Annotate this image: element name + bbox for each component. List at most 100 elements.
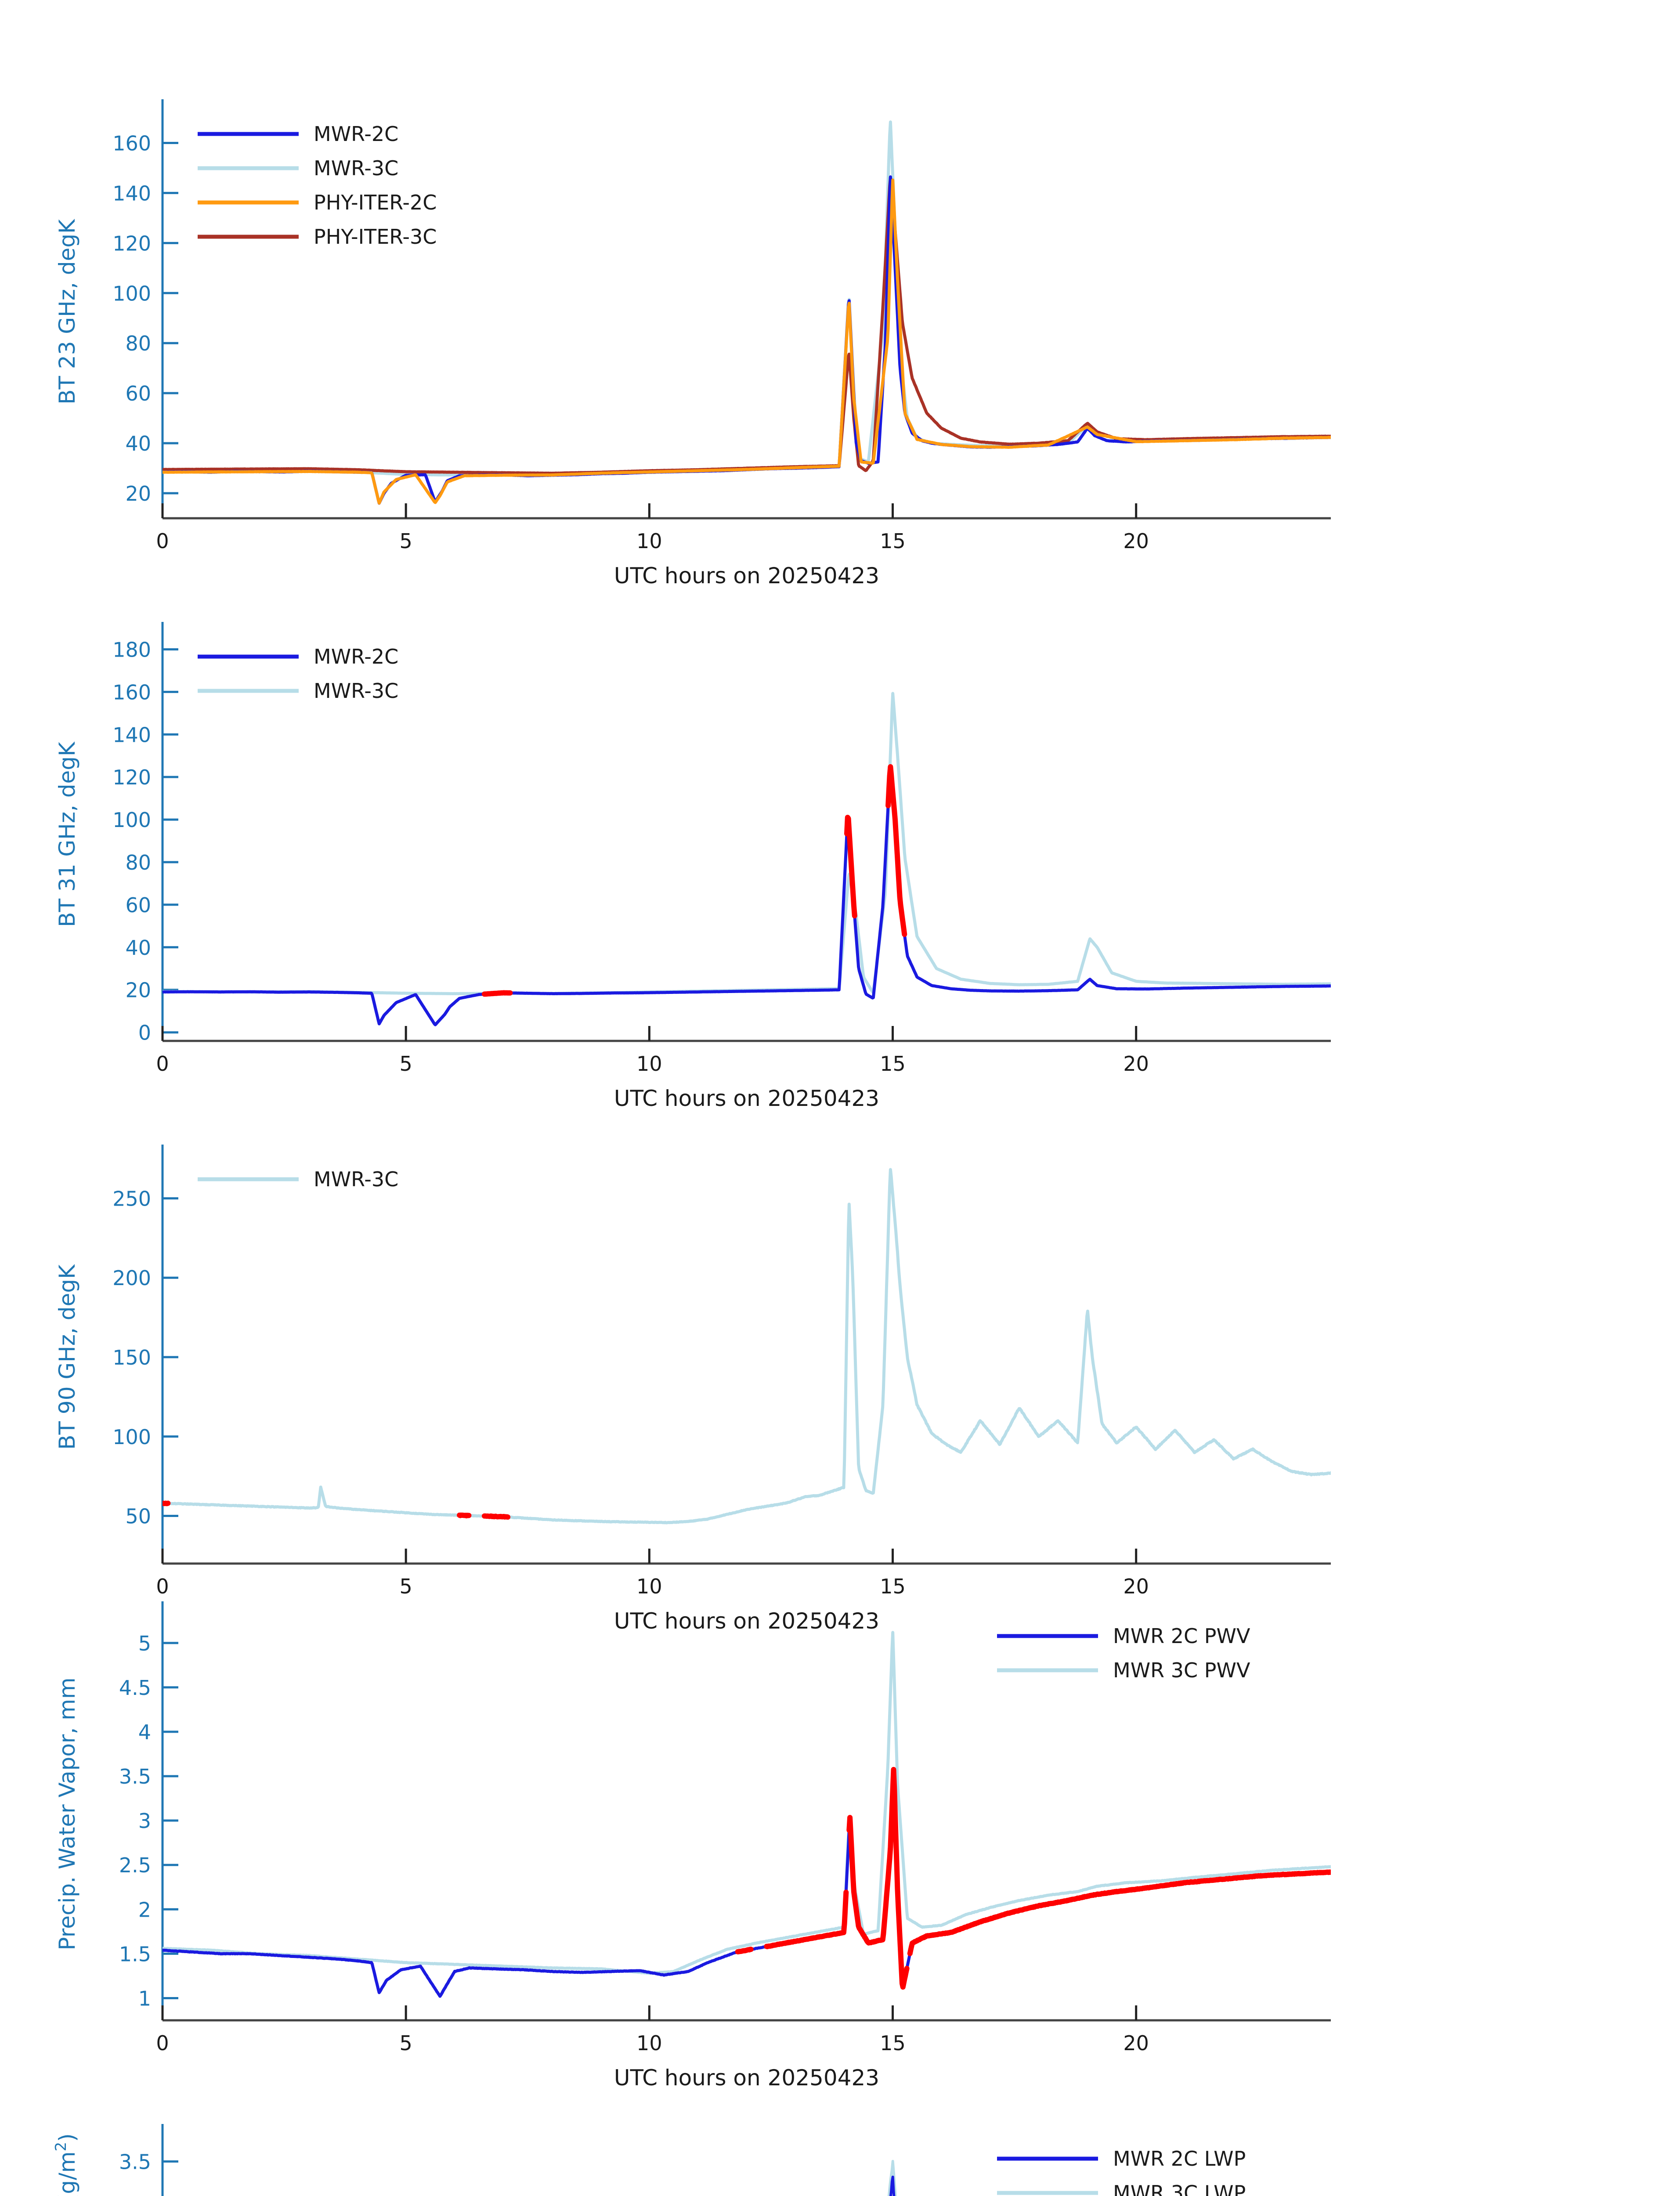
flagged-segment [846,1767,910,1990]
y-axis-title: BT 90 GHz, degK [54,1264,80,1450]
legend-precip-water-vapor: MWR 2C PWV MWR 3C PWV [997,1624,1250,1682]
y-tick-label: 100 [112,282,151,305]
legend-bt-23ghz: MWR-2C MWR-3C PHY-ITER-2C PHY-ITER-3C [198,122,437,249]
plot-area-bt-90ghz: 50 100 150 200 250 0 5 10 15 20 BT 90 GHz, degK UTC… [54,1145,1331,1634]
y-tick-label: 80 [125,851,151,874]
plot-area-log10-liquid-water-path: 00.511.522.533.505101520log10 Liquid Wat… [52,2124,1246,2196]
y-tick-label: 2 [138,1898,151,1922]
plot-area-bt-23ghz: 20 40 60 80 100 120 140 160 0 5 10 15 20 BT 23 GHz, d… [54,99,1331,589]
y-tick-label: 0 [138,1021,151,1045]
panel-log10-liquid-water-path: 00.511.522.533.505101520log10 Liquid Wat… [0,2104,1680,2196]
flagged-segment [885,764,907,937]
legend-label: MWR-2C [314,122,398,146]
x-tick-label: 5 [400,1052,412,1076]
y-tick-label: 4.5 [119,1676,151,1700]
series-line-phy-iter-2c [163,178,1331,505]
series-line-mwr-3c [163,1168,1331,1524]
series-group [163,1168,1331,1524]
legend-label: PHY-ITER-3C [314,225,437,249]
y-tick-label: 4 [138,1720,151,1744]
x-tick-label: 20 [1123,1575,1149,1598]
y-tick-label: 20 [125,482,151,506]
legend-label: MWR-2C [314,645,398,668]
y-tick-label: 60 [125,382,151,405]
series-line-mwr-3c [163,692,1331,995]
flagged-segment [163,1500,171,1506]
series-line-mwr-3c-pwv [163,1631,1331,1975]
x-axis-title: UTC hours on 20250423 [614,2065,879,2091]
panel-precip-water-vapor: 1 1.5 2 2.5 3 3.5 4 4.5 5 0 5 10 15 20 Precip. Water V… [0,1581,1680,2099]
x-tick-label: 20 [1123,1052,1149,1076]
legend-label: MWR-3C [314,156,398,180]
y-tick-label: 140 [112,723,151,747]
panel-bt-31ghz: 0 20 40 60 80 100 120 140 160 180 0 5 10 15 20 BT 31 GH… [0,602,1680,1120]
x-tick-label: 15 [880,1052,906,1076]
flagged-segment [844,815,857,919]
y-tick-label: 200 [112,1266,151,1290]
y-tick-label: 100 [112,808,151,832]
y-tick-label: 120 [112,766,151,789]
series-group [163,1631,1331,1998]
panel-bt-90ghz: 50 100 150 200 250 0 5 10 15 20 BT 90 GHz, degK UTC… [0,1124,1680,1643]
y-tick-label: 180 [112,638,151,661]
flagged-segment [481,990,513,997]
series-line-mwr-2c [163,765,1331,1026]
legend-label: MWR 2C LWP [1113,2147,1246,2171]
y-axis-title: BT 23 GHz, degK [54,219,80,405]
legend-label: MWR-3C [314,679,398,703]
legend-bt-90ghz: MWR-3C [198,1167,398,1191]
y-tick-label: 140 [112,181,151,205]
flagged-segment [907,1869,1331,1956]
y-tick-label: 1 [138,1987,151,2010]
series-line-mwr-2c-pwv [163,1768,1331,1998]
y-tick-label: 1.5 [119,1942,151,1966]
legend-label: PHY-ITER-2C [314,191,437,214]
x-axis-title: UTC hours on 20250423 [614,1608,879,1634]
y-tick-label: 20 [125,979,151,1002]
y-tick-label: 3.5 [119,2150,151,2174]
plot-area-bt-31ghz: 0 20 40 60 80 100 120 140 160 180 0 5 10 15 20 BT 31 GH… [54,622,1331,1111]
x-tick-label: 10 [636,1575,662,1598]
panel-bt-23ghz: 20 40 60 80 100 120 140 160 0 5 10 15 20 BT 23 GHz, d… [0,79,1680,597]
flagged-segment [735,1947,754,1954]
x-tick-label: 20 [1123,2031,1149,2055]
y-tick-label: 3.5 [119,1765,151,1788]
x-axis-title: UTC hours on 20250423 [614,563,879,589]
y-axis-title: BT 31 GHz, degK [54,741,80,927]
flagged-segment [764,1889,849,1950]
y-tick-label: 2.5 [119,1853,151,1877]
series-line-phy-iter-3c [163,176,1331,475]
y-tick-label: 120 [112,231,151,255]
x-tick-label: 5 [400,2031,412,2055]
series-group [163,692,1331,1026]
x-tick-label: 10 [636,529,662,553]
x-tick-label: 0 [156,2031,169,2055]
y-axis-title: log10 Liquid Water Path, log10(g/m2) [52,2133,80,2196]
y-tick-label: 3 [138,1809,151,1833]
y-tick-label: 160 [112,131,151,155]
x-tick-label: 10 [636,1052,662,1076]
y-tick-label: 60 [125,893,151,917]
legend-label: MWR-3C [314,1167,398,1191]
y-axis-title: Precip. Water Vapor, mm [54,1677,80,1950]
y-tick-label: 50 [125,1505,151,1528]
x-tick-label: 20 [1123,529,1149,553]
y-tick-label: 160 [112,680,151,704]
y-tick-label: 5 [138,1632,151,1655]
flagged-segment [457,1512,472,1519]
legend-label: MWR 2C PWV [1113,1624,1250,1648]
flagged-segment [481,1513,511,1520]
y-tick-label: 250 [112,1187,151,1210]
legend-log10-liquid-water-path: MWR 2C LWP MWR 3C LWP [997,2147,1246,2196]
x-axis-title: UTC hours on 20250423 [614,1086,879,1111]
x-tick-label: 15 [880,529,906,553]
y-tick-label: 40 [125,936,151,960]
x-tick-label: 5 [400,529,412,553]
x-tick-label: 0 [156,1052,169,1076]
x-tick-label: 10 [636,2031,662,2055]
x-tick-label: 0 [156,529,169,553]
y-tick-label: 80 [125,332,151,355]
x-tick-label: 15 [880,2031,906,2055]
y-tick-label: 150 [112,1346,151,1369]
